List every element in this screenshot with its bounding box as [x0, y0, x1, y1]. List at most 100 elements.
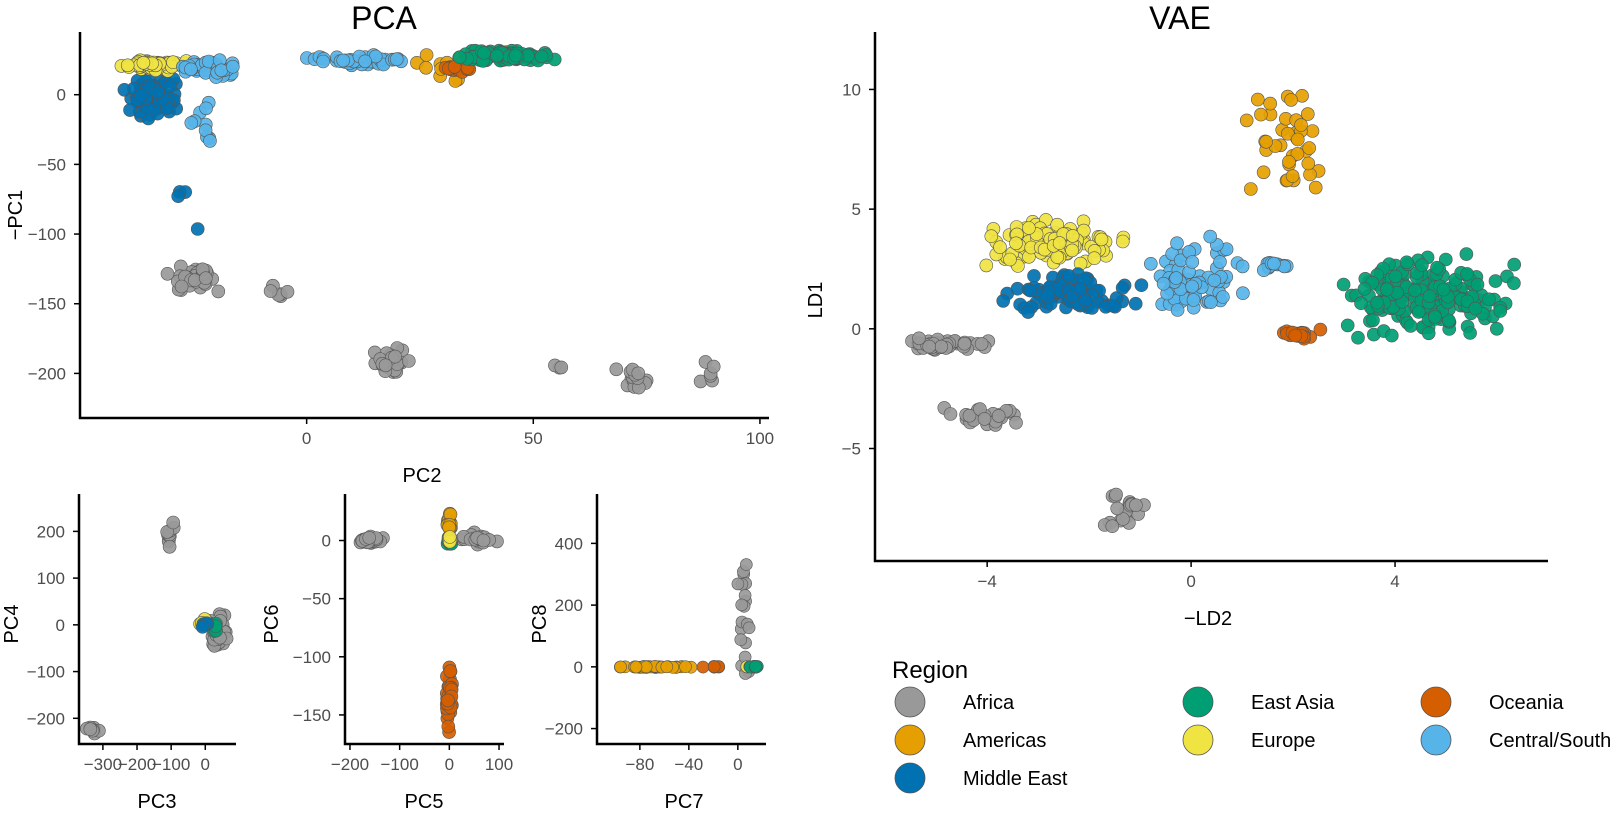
pca-main-points — [114, 43, 721, 395]
y-tick-label: 5 — [852, 200, 861, 219]
point-central-south-asia — [203, 134, 217, 148]
pc7-pc8-ticks: −80 −40 0 400 200 0 −200 — [545, 534, 743, 774]
legend-key-oceania — [1420, 686, 1452, 718]
point-central-south-asia — [214, 63, 229, 78]
point-africa — [934, 339, 949, 354]
x-tick-label: 50 — [524, 429, 543, 448]
pca-main-xlabel: PC2 — [403, 465, 442, 487]
point-africa — [476, 533, 491, 548]
point-east-asia — [1370, 295, 1384, 310]
point-africa — [401, 354, 416, 368]
point-east-asia — [1421, 326, 1436, 341]
point-east-asia — [1507, 257, 1521, 272]
legend-key-africa — [894, 686, 926, 718]
y-tick-label: −50 — [37, 155, 66, 174]
point-central-south-asia — [1156, 276, 1171, 291]
y-tick-label: −150 — [293, 706, 331, 725]
point-americas — [660, 660, 674, 674]
point-east-asia — [1388, 269, 1403, 284]
point-oceania — [707, 660, 721, 674]
point-europe — [1065, 229, 1080, 243]
y-tick-label: −100 — [27, 663, 65, 682]
point-east-asia — [1488, 274, 1503, 288]
y-tick-label: −100 — [28, 225, 66, 244]
point-americas — [1290, 147, 1305, 161]
point-africa — [160, 266, 175, 281]
point-east-asia — [1399, 255, 1414, 270]
point-americas — [1239, 113, 1254, 128]
point-africa — [162, 539, 177, 554]
point-americas — [1256, 165, 1271, 180]
point-central-south-asia — [1185, 279, 1199, 294]
point-americas — [629, 660, 643, 674]
point-americas — [1301, 156, 1316, 171]
point-africa — [199, 271, 213, 286]
vae-xlabel: −LD2 — [1184, 608, 1232, 630]
point-east-asia — [490, 48, 504, 63]
x-tick-label: −40 — [674, 755, 703, 774]
pca-title: PCA — [351, 0, 417, 36]
point-africa — [706, 359, 721, 374]
y-tick-label: −5 — [842, 439, 861, 458]
pc3-pc4-points — [80, 515, 234, 741]
point-east-asia — [1357, 282, 1372, 296]
x-tick-label: 0 — [302, 429, 311, 448]
vae-points — [905, 89, 1521, 534]
point-east-asia — [1463, 326, 1477, 340]
vae-ticks: −4 0 4 10 5 0 −5 — [842, 80, 1400, 591]
point-africa — [83, 722, 98, 737]
point-africa — [631, 366, 646, 381]
point-americas — [419, 48, 434, 62]
x-tick-label: −200 — [331, 755, 369, 774]
point-africa — [609, 362, 624, 377]
point-africa — [174, 279, 189, 294]
point-oceania — [441, 719, 456, 734]
point-americas — [1284, 93, 1298, 107]
x-tick-label: 100 — [485, 755, 513, 774]
point-central-south-asia — [1203, 229, 1217, 244]
y-tick-label: 0 — [57, 86, 66, 105]
point-africa — [734, 633, 748, 647]
point-middle-east — [1106, 299, 1121, 313]
point-europe — [1050, 250, 1065, 264]
point-east-asia — [1340, 318, 1355, 333]
point-africa — [739, 558, 753, 571]
point-europe — [1009, 236, 1023, 251]
legend-key-middle-east — [894, 762, 926, 794]
pc5-pc6-ticks: −200 −100 0 100 0 −50 −100 −150 — [293, 532, 514, 774]
point-east-asia — [1490, 321, 1504, 336]
x-tick-label: 100 — [746, 429, 774, 448]
point-africa — [280, 284, 295, 299]
point-central-south-asia — [1204, 295, 1218, 310]
point-east-asia — [1403, 319, 1418, 333]
point-middle-east — [1062, 269, 1076, 283]
point-central-south-asia — [1186, 293, 1201, 307]
legend-label: Americas — [963, 730, 1046, 752]
vae-title: VAE — [1149, 0, 1211, 36]
point-africa — [1116, 512, 1130, 526]
point-central-south-asia — [1216, 290, 1230, 304]
point-east-asia — [749, 660, 762, 673]
point-europe — [1077, 223, 1091, 238]
point-middle-east — [1134, 278, 1149, 293]
point-africa — [991, 409, 1006, 423]
point-east-asia — [1439, 252, 1453, 267]
legend-title: Region — [892, 657, 968, 684]
point-east-asia — [1442, 313, 1456, 328]
point-americas — [1308, 180, 1323, 195]
point-africa — [1110, 501, 1124, 516]
y-tick-label: −200 — [545, 720, 583, 739]
pc5-pc6-axes — [343, 494, 504, 746]
point-east-asia — [1336, 277, 1351, 292]
point-africa — [962, 408, 977, 423]
point-east-asia — [1351, 330, 1365, 345]
point-europe — [1022, 221, 1036, 235]
point-middle-east — [163, 79, 177, 93]
point-east-asia — [1507, 276, 1521, 291]
point-africa — [211, 284, 226, 299]
point-europe — [1003, 252, 1017, 267]
point-east-asia — [1415, 258, 1429, 272]
